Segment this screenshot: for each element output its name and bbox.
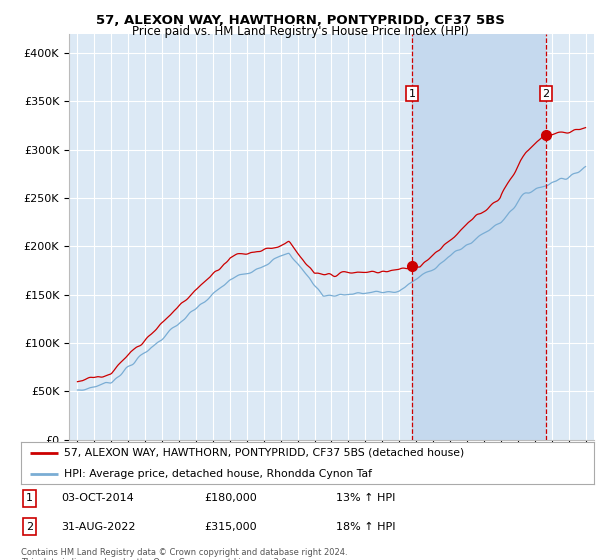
Text: 1: 1 xyxy=(26,493,33,503)
Text: 1: 1 xyxy=(409,88,415,99)
Text: Contains HM Land Registry data © Crown copyright and database right 2024.
This d: Contains HM Land Registry data © Crown c… xyxy=(21,548,347,560)
Text: 31-AUG-2022: 31-AUG-2022 xyxy=(61,522,136,531)
Text: £180,000: £180,000 xyxy=(205,493,257,503)
Text: 57, ALEXON WAY, HAWTHORN, PONTYPRIDD, CF37 5BS (detached house): 57, ALEXON WAY, HAWTHORN, PONTYPRIDD, CF… xyxy=(64,448,464,458)
Text: 13% ↑ HPI: 13% ↑ HPI xyxy=(336,493,395,503)
Text: 2: 2 xyxy=(542,88,550,99)
Text: 2: 2 xyxy=(26,522,33,531)
Bar xyxy=(412,34,546,440)
Text: HPI: Average price, detached house, Rhondda Cynon Taf: HPI: Average price, detached house, Rhon… xyxy=(64,469,372,479)
Text: £315,000: £315,000 xyxy=(205,522,257,531)
Text: Price paid vs. HM Land Registry's House Price Index (HPI): Price paid vs. HM Land Registry's House … xyxy=(131,25,469,38)
Text: 03-OCT-2014: 03-OCT-2014 xyxy=(61,493,134,503)
Text: 57, ALEXON WAY, HAWTHORN, PONTYPRIDD, CF37 5BS: 57, ALEXON WAY, HAWTHORN, PONTYPRIDD, CF… xyxy=(95,14,505,27)
Text: 18% ↑ HPI: 18% ↑ HPI xyxy=(336,522,395,531)
